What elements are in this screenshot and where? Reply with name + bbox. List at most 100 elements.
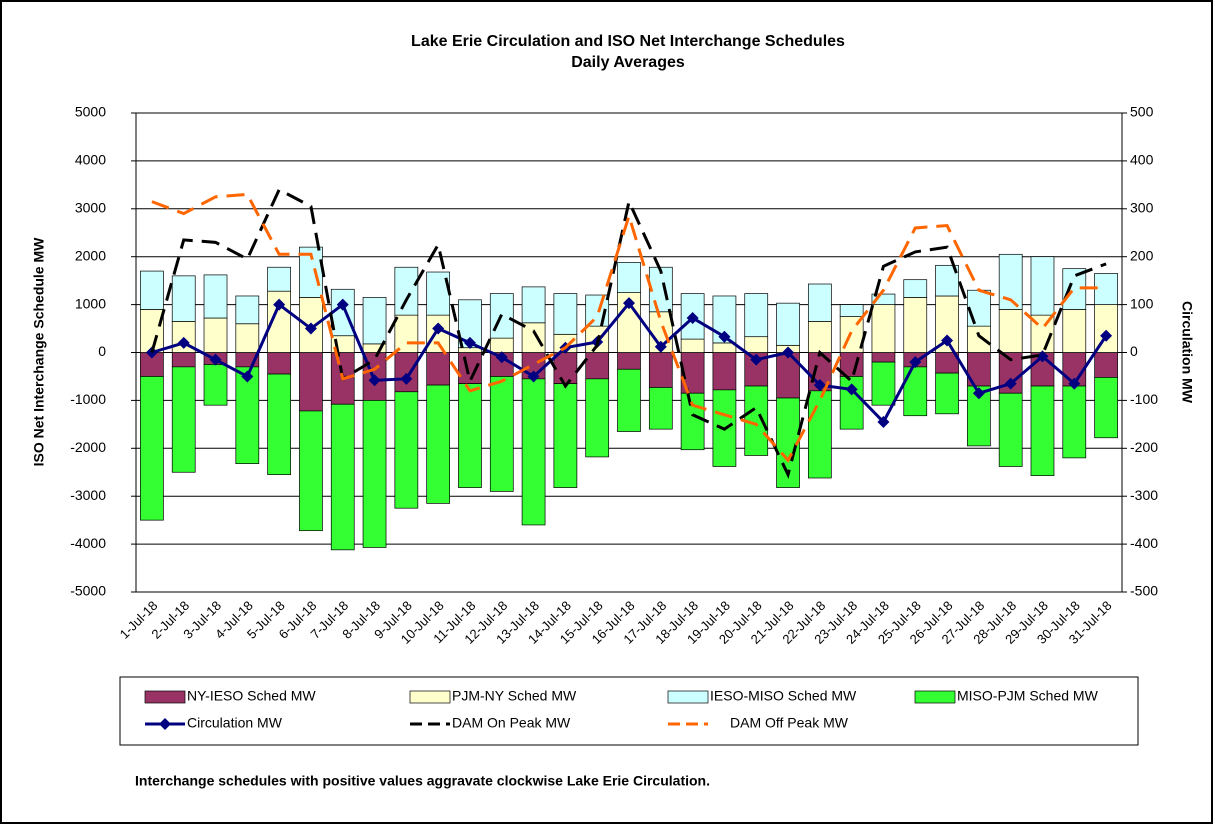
bar (807, 321, 832, 353)
bar (299, 410, 323, 532)
bar (299, 352, 323, 412)
bar (171, 352, 196, 368)
marker (432, 322, 445, 335)
marker (527, 370, 540, 383)
marker (177, 336, 190, 349)
bar (553, 352, 578, 384)
y2-tick-label: -300 (1130, 487, 1158, 503)
marker (463, 336, 476, 349)
bar (394, 352, 419, 393)
bar (1094, 352, 1118, 378)
legend-label: DAM Off Peak MW (730, 715, 849, 731)
bar (235, 295, 260, 325)
legend-swatch (144, 690, 186, 704)
bar (871, 361, 896, 406)
legend-label: DAM On Peak MW (452, 715, 571, 731)
bar (267, 352, 291, 375)
bar (140, 376, 164, 521)
bar (362, 400, 387, 548)
bar (998, 309, 1023, 353)
bar (998, 392, 1023, 467)
marker (654, 340, 667, 353)
legend-label: IESO-MISO Sched MW (710, 688, 857, 704)
bar (521, 378, 546, 526)
bar (998, 253, 1023, 310)
marker (782, 346, 795, 359)
bar (203, 364, 228, 406)
legend-swatch (667, 690, 709, 704)
marker (686, 312, 699, 325)
y-axis-label: ISO Net Interchange Schedule MW (31, 237, 47, 466)
marker (750, 353, 763, 366)
marker (495, 351, 508, 364)
bar (426, 352, 451, 386)
y2-tick-label: -100 (1130, 391, 1158, 407)
y-tick-label: -1000 (70, 391, 106, 407)
bar (839, 304, 864, 317)
bar (712, 352, 737, 391)
bar (871, 352, 896, 363)
bar (648, 387, 673, 430)
bar (935, 264, 959, 297)
marker (813, 379, 826, 392)
bar (235, 366, 260, 464)
bar (489, 337, 514, 353)
footnote: Interchange schedules with positive valu… (135, 773, 710, 789)
bar (267, 373, 291, 475)
bar (617, 368, 641, 432)
y-tick-label: -3000 (70, 487, 106, 503)
y2-tick-label: 100 (1130, 295, 1154, 311)
marker (241, 370, 254, 383)
bar (521, 286, 546, 324)
y2-tick-label: 500 (1130, 104, 1154, 120)
bar (744, 336, 769, 353)
bar (744, 293, 769, 338)
bar (171, 275, 196, 322)
bar (967, 385, 991, 447)
bar (967, 289, 991, 327)
y2-axis-label: Circulation MW (1179, 301, 1195, 404)
bar (967, 325, 991, 353)
y2-tick-label: -200 (1130, 439, 1158, 455)
line (150, 187, 1107, 480)
bar (1030, 385, 1055, 476)
bar (458, 383, 482, 488)
legend-label: Circulation MW (187, 715, 283, 731)
bar (426, 384, 451, 504)
bar (585, 378, 610, 458)
y-tick-label: 1000 (75, 295, 106, 311)
chart-subtitle: Daily Averages (571, 54, 685, 71)
bar (330, 403, 355, 551)
bar (712, 295, 737, 344)
marker (623, 297, 635, 310)
bar (903, 297, 928, 353)
bar (362, 297, 387, 345)
bar (617, 262, 641, 293)
bar (871, 304, 896, 353)
marker (845, 383, 858, 396)
bar (1094, 377, 1118, 439)
y-tick-label: 2000 (75, 247, 106, 263)
chart-title: Lake Erie Circulation and ISO Net Interc… (411, 33, 845, 50)
marker (209, 353, 222, 366)
legend-swatch (409, 690, 451, 704)
bar (871, 293, 896, 305)
bar (394, 266, 419, 316)
bar (394, 314, 419, 353)
y-tick-label: 5000 (75, 104, 106, 120)
bar (394, 391, 419, 509)
y2-tick-label: -500 (1130, 583, 1158, 599)
marker (336, 298, 349, 311)
marker (941, 334, 954, 347)
marker (1004, 377, 1017, 390)
bar (203, 317, 228, 353)
legend-box (119, 676, 1139, 746)
marker (1036, 350, 1049, 363)
bar (648, 352, 673, 388)
marker (400, 372, 413, 385)
marker (877, 415, 890, 428)
marker (304, 322, 317, 335)
bar (1094, 273, 1118, 305)
bar (489, 376, 514, 492)
legend-swatch (914, 690, 956, 704)
